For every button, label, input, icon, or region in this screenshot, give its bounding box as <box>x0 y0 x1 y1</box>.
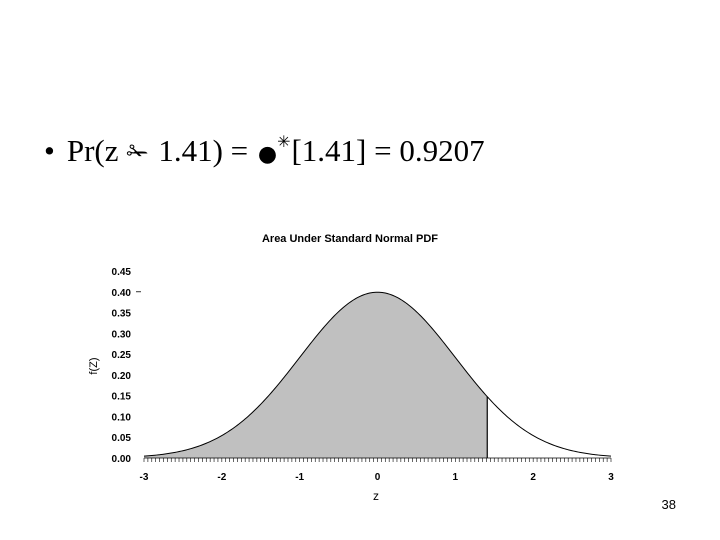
spark-icon: ✳ <box>277 132 291 151</box>
y-tick-label: 0.05 <box>112 433 132 444</box>
formula-tail: [1.41] = 0.9207 <box>291 133 485 168</box>
x-tick-label: 2 <box>530 472 536 483</box>
x-tick-label: 3 <box>608 472 614 483</box>
formula-lead: Pr(z <box>66 133 119 168</box>
shaded-area <box>144 292 488 458</box>
y-tick-label: 0.45 <box>112 267 132 278</box>
y-axis-label: f(Z) <box>88 357 100 374</box>
scissors-icon: ✁ <box>126 138 149 168</box>
pdf-curve <box>143 291 612 457</box>
x-tick-label: 1 <box>453 472 459 483</box>
x-axis-label: z <box>373 489 379 503</box>
y-tick-label: 0.00 <box>112 454 132 465</box>
bullet-dot: • <box>44 133 55 168</box>
y-tick-label: 0.20 <box>112 371 132 382</box>
x-tick-label: -2 <box>217 472 226 483</box>
x-tick-label: -3 <box>140 472 149 483</box>
formula-bullet: • Pr(z ✁ 1.41) = ●✳[1.41] = 0.9207 <box>44 132 485 169</box>
y-tick-label: 0.10 <box>112 412 132 423</box>
y-tick-label: 0.25 <box>112 350 132 361</box>
y-tick-label: 0.30 <box>112 329 132 340</box>
bomb-icon: ● <box>257 142 278 167</box>
x-tick-label: -1 <box>295 472 304 483</box>
formula-mid: 1.41) = <box>158 133 249 168</box>
y-tick-label: 0.40 <box>112 288 132 299</box>
y-tick-label: 0.15 <box>112 392 132 403</box>
y-tick-label: 0.35 <box>112 309 132 320</box>
page-number: 38 <box>661 497 676 512</box>
x-tick-label: 0 <box>375 472 381 483</box>
chart-title: Area Under Standard Normal PDF <box>262 233 438 245</box>
